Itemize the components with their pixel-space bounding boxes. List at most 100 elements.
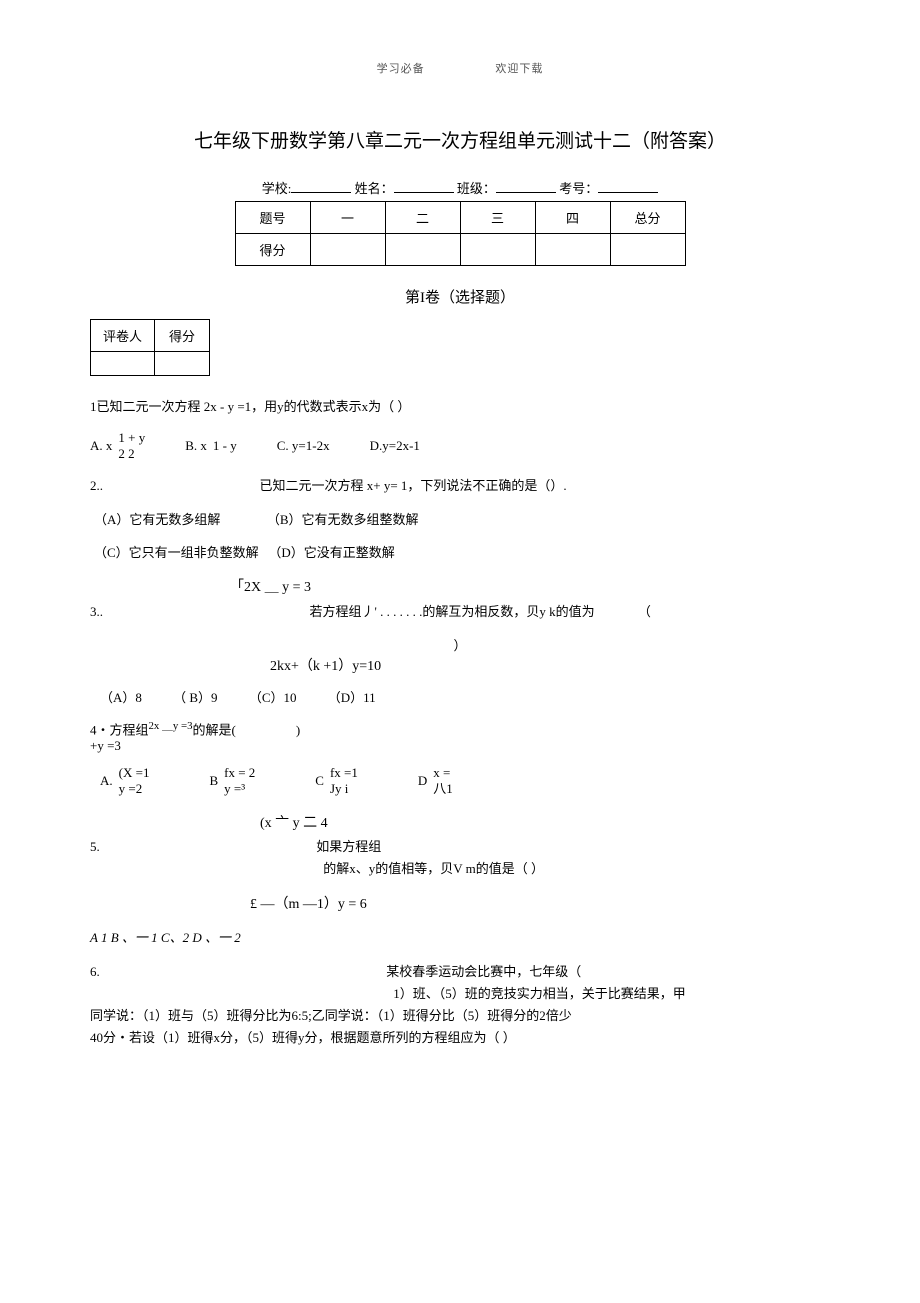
prefix: 2..: [90, 478, 103, 493]
num: 1 + y: [118, 430, 145, 446]
num: 1 - y: [213, 438, 237, 454]
fraction: 1 - y: [213, 438, 237, 454]
question-1: 1已知二元一次方程 2x - y =1，用y的代数式表示x为（ ）: [90, 396, 830, 418]
mid: 的解是(: [193, 722, 236, 737]
cell: 一: [310, 202, 385, 234]
label: B: [209, 773, 218, 789]
top: fx =1: [330, 765, 358, 781]
q3-eq2: 2kx+（k +1）y=10: [270, 654, 830, 679]
bot: y =2: [119, 781, 150, 797]
cell: 四: [535, 202, 610, 234]
question-5: 5. 如果方程组 的解x、y的值相等，贝V m的值是（ ）: [90, 836, 830, 880]
choice-b: B fx = 2 y =³: [209, 765, 255, 796]
choice-d: D x = 八1: [418, 765, 453, 796]
choice-d: （D）它没有正整数解: [268, 545, 394, 560]
choice-c: （C）10: [249, 690, 297, 705]
stem1: 如果方程组: [316, 839, 381, 854]
choice-a: （A）8: [100, 690, 142, 705]
cell: [155, 352, 210, 376]
den: 2 2: [118, 446, 145, 462]
cell: [310, 234, 385, 266]
cell: [535, 234, 610, 266]
section-title: 第I卷（选择题）: [90, 286, 830, 307]
choice-a: A. (X =1 y =2: [100, 765, 149, 796]
blank-num: [598, 181, 658, 193]
stem: 已知二元一次方程 x+ y= 1，下列说法不正确的是（）.: [260, 478, 567, 493]
brace: x = 八1: [433, 765, 453, 796]
cell: [91, 352, 155, 376]
fraction: 1 + y 2 2: [118, 430, 145, 461]
question-6: 6. 某校春季运动会比赛中，七年级（ 1）班、（5）班的竞技实力相当，关于比赛结…: [90, 961, 830, 1049]
cell: 总分: [610, 202, 685, 234]
q2-choices-row1: （A）它有无数多组解 （B）它有无数多组整数解: [94, 509, 830, 528]
q5-options: A 1 B 、一 1 C、2 D 、一 2: [90, 927, 830, 949]
q3-options: （A）8 （ B）9 （C）10 （D）11: [100, 687, 830, 706]
top: x =: [433, 765, 453, 781]
bot: 八1: [433, 781, 453, 797]
choice-b: （B）它有无数多组整数解: [267, 512, 419, 527]
stem2: 的解x、y的值相等，贝V m的值是（ ）: [323, 861, 544, 876]
blank-school: [291, 181, 351, 193]
label-name: 姓名：: [355, 181, 394, 196]
label: A.: [100, 773, 113, 789]
question-4: 4・方程组2x ＿y =3的解是() +y =3: [90, 720, 830, 754]
line4: 40分・若设（1）班得x分，（5）班得y分，根据题意所列的方程组应为（ ）: [90, 1030, 516, 1045]
table-row: 评卷人 得分: [91, 320, 210, 352]
question-3: 3.. 若方程组丿' . . . . . . .的解互为相反数，贝y k的值为 …: [90, 601, 830, 623]
choice-c: C fx =1 Jy i: [315, 765, 358, 796]
cell: [385, 234, 460, 266]
choice-b: B. x 1 - y: [185, 438, 237, 454]
cell: [460, 234, 535, 266]
question-2: 2.. 已知二元一次方程 x+ y= 1，下列说法不正确的是（）.: [90, 475, 830, 497]
cell: 评卷人: [91, 320, 155, 352]
q5-eq2: £ —（m —1）y = 6: [250, 892, 830, 917]
cell: 二: [385, 202, 460, 234]
choice-c: C. y=1-2x: [277, 438, 330, 454]
blank-name: [394, 181, 454, 193]
document-title: 七年级下册数学第八章二元一次方程组单元测试十二（附答案）: [90, 126, 830, 153]
choice-c: （C）它只有一组非负整数解: [94, 545, 259, 560]
label: C: [315, 773, 324, 789]
label: B. x: [185, 438, 207, 454]
line1: 某校春季运动会比赛中，七年级（: [386, 964, 581, 979]
cell: [610, 234, 685, 266]
brace: fx =1 Jy i: [330, 765, 358, 796]
cell: 得分: [155, 320, 210, 352]
sys1: 2x ＿y =3: [149, 720, 193, 732]
brace: (X =1 y =2: [119, 765, 150, 796]
header-left: 学习必备: [377, 63, 425, 75]
label-class: 班级：: [457, 181, 496, 196]
q5-eq1: (x 亠 y 二 4: [260, 811, 830, 836]
table-row: 题号 一 二 三 四 总分: [235, 202, 685, 234]
prefix: 3..: [90, 604, 103, 619]
page-header: 学习必备 欢迎下载: [90, 60, 830, 76]
header-right: 欢迎下载: [495, 63, 543, 75]
stem: 4・方程组: [90, 722, 149, 737]
label: D: [418, 773, 427, 789]
table-row: 得分: [235, 234, 685, 266]
line3: 同学说：（1）班与（5）班得分比为6:5;乙同学说：（1）班得分比（5）班得分的…: [90, 1008, 572, 1023]
student-info: 学校: 姓名： 班级： 考号：: [90, 178, 830, 197]
q4-choices: A. (X =1 y =2 B fx = 2 y =³ C fx =1 Jy i…: [100, 765, 830, 796]
cell: 题号: [235, 202, 310, 234]
stem: 若方程组丿' . . . . . . .的解互为相反数，贝y k的值为: [310, 604, 595, 619]
top: (X =1: [119, 765, 150, 781]
choice-a: （A）它有无数多组解: [94, 512, 220, 527]
score-table: 题号 一 二 三 四 总分 得分: [235, 201, 686, 266]
prefix: 5.: [90, 839, 100, 854]
blank-class: [496, 181, 556, 193]
label-num: 考号：: [559, 181, 598, 196]
prefix: 6.: [90, 964, 100, 979]
table-row: [91, 352, 210, 376]
sys2: +y =3: [90, 738, 830, 754]
choice-b: （ B）9: [173, 690, 217, 705]
label: A. x: [90, 438, 112, 454]
top: fx = 2: [224, 765, 255, 781]
cell: 三: [460, 202, 535, 234]
grader-table: 评卷人 得分: [90, 319, 210, 376]
choice-d: （D）11: [328, 690, 376, 705]
choice-d: D.y=2x-1: [370, 438, 420, 454]
paren: ）: [90, 635, 830, 654]
line2: 1）班、（5）班的竞技实力相当，关于比赛结果，甲: [393, 986, 686, 1001]
choice-a: A. x 1 + y 2 2: [90, 430, 145, 461]
